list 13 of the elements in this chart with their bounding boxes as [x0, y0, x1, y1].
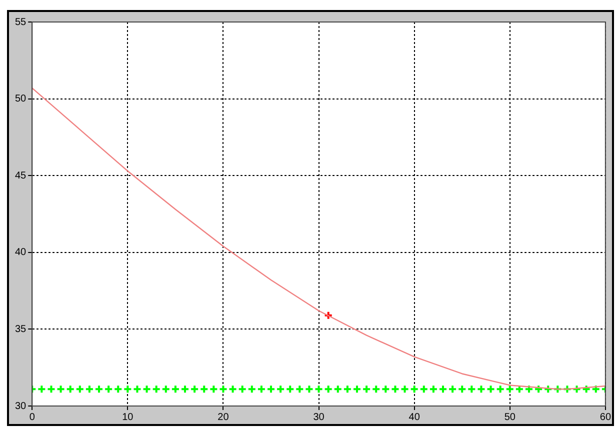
x-tick-label: 40 [408, 412, 420, 423]
y-tick-label: 45 [15, 170, 27, 182]
x-tick-label: 30 [313, 412, 325, 423]
y-tick-label: 50 [15, 94, 27, 105]
y-tick-label: 30 [15, 400, 27, 412]
y-tick-label: 35 [15, 324, 27, 335]
x-tick-label: 50 [504, 412, 516, 423]
y-tick-label: 40 [15, 247, 27, 258]
x-tick-label: 20 [218, 412, 230, 423]
x-tick-label: 0 [29, 412, 36, 423]
y-tick-label: 55 [15, 16, 27, 28]
x-tick-label: 10 [122, 412, 134, 423]
x-tick-label: 60 [600, 412, 612, 423]
